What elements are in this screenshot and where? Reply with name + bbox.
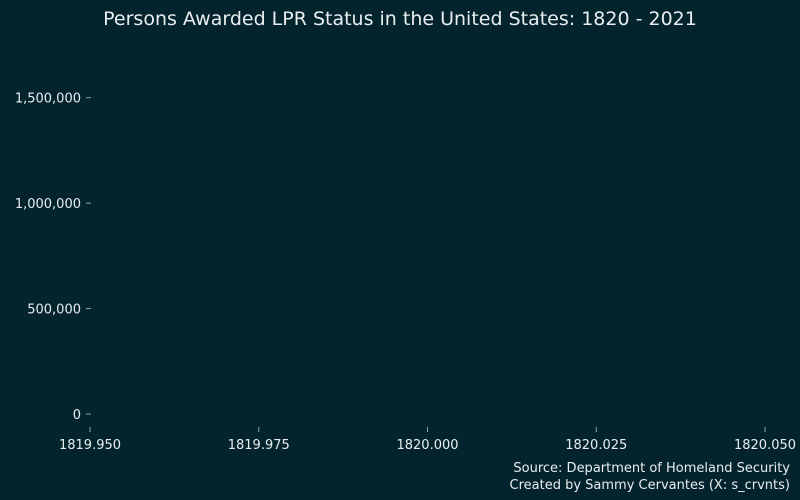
y-tick-label: 500,000	[27, 303, 81, 318]
y-tick-label: 1,000,000	[15, 197, 81, 212]
x-axis: 1819.950 1819.975 1820.000 1820.025 1820.050	[59, 427, 796, 453]
y-tick-label: 0	[73, 408, 81, 423]
credit-caption: Created by Sammy Cervantes (X: s_crvnts)	[510, 478, 790, 493]
source-caption: Source: Department of Homeland Security	[513, 461, 790, 476]
x-tick-label: 1820.050	[734, 438, 796, 453]
y-tick-label: 1,500,000	[15, 92, 81, 107]
x-tick-label: 1820.025	[565, 438, 627, 453]
x-tick-label: 1820.000	[396, 438, 458, 453]
x-tick-label: 1819.975	[228, 438, 290, 453]
y-axis: 0 500,000 1,000,000 1,500,000	[15, 92, 91, 423]
x-tick-label: 1819.950	[59, 438, 121, 453]
chart-title: Persons Awarded LPR Status in the United…	[103, 8, 697, 30]
